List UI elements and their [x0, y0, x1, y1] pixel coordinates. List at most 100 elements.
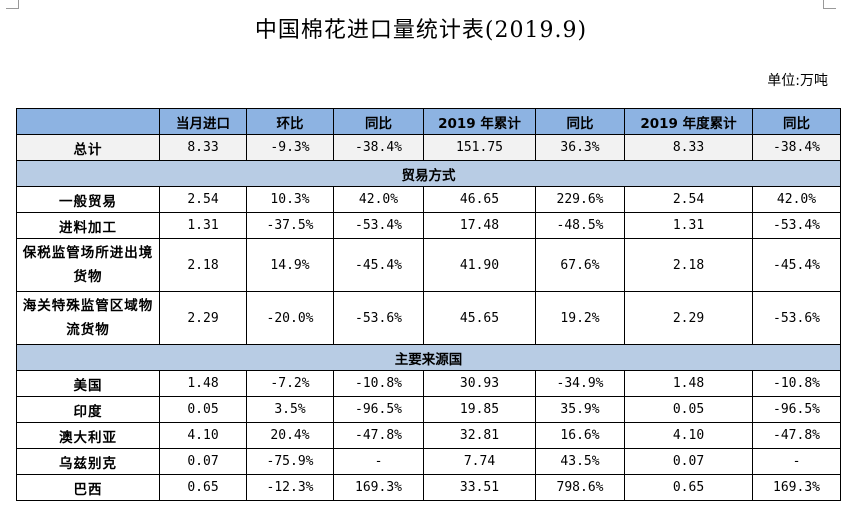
- table-cell: -75.9%: [246, 448, 334, 475]
- table-cell: -53.6%: [333, 291, 424, 345]
- table-cell: -96.5%: [752, 396, 841, 423]
- table-cell: 19.85: [423, 396, 536, 423]
- table-cell: 45.65: [423, 291, 536, 345]
- page-corner-mark-right: [823, 0, 836, 9]
- table-cell: -53.6%: [752, 291, 841, 345]
- table-cell: 42.0%: [333, 186, 424, 213]
- section-header-row: 贸易方式: [16, 160, 841, 187]
- row-label: 美国: [16, 370, 160, 397]
- column-header: 环比: [246, 108, 334, 135]
- page-title: 中国棉花进口量统计表(2019.9): [254, 18, 588, 43]
- table-cell: 20.4%: [246, 422, 334, 449]
- table-row: 美国 1.48 -7.2% -10.8% 30.93 -34.9% 1.48 -10.8%: [16, 370, 841, 397]
- table-cell: 17.48: [423, 212, 536, 239]
- table-cell: -53.4%: [752, 212, 841, 239]
- table-cell: 1.48: [624, 370, 753, 397]
- table-cell: 1.48: [159, 370, 247, 397]
- table-cell: 2.29: [624, 291, 753, 345]
- table-cell: 35.9%: [535, 396, 625, 423]
- table-cell: -48.5%: [535, 212, 625, 239]
- table-cell: 4.10: [159, 422, 247, 449]
- table-row: 进料加工 1.31 -37.5% -53.4% 17.48 -48.5% 1.31 -53.4…: [16, 212, 841, 239]
- row-label-total: 总计: [16, 134, 160, 161]
- table-cell: -38.4%: [333, 134, 424, 161]
- column-header: 同比: [752, 108, 841, 135]
- column-header: [16, 108, 160, 135]
- table-cell: 67.6%: [535, 238, 625, 292]
- table-cell: 41.90: [423, 238, 536, 292]
- table-cell: 43.5%: [535, 448, 625, 475]
- table-cell: -38.4%: [752, 134, 841, 161]
- cotton-import-table: 当月进口 环比 同比 2019 年累计 同比 2019 年度累计 同比 总计 8.…: [16, 108, 841, 501]
- table-cell: 169.3%: [333, 474, 424, 501]
- column-header: 2019 年累计: [423, 108, 536, 135]
- table-cell: -37.5%: [246, 212, 334, 239]
- section-title: 贸易方式: [16, 160, 841, 187]
- table-cell: 8.33: [624, 134, 753, 161]
- table-cell: 0.65: [159, 474, 247, 501]
- table-cell: 1.31: [624, 212, 753, 239]
- table-cell: 0.07: [624, 448, 753, 475]
- table-cell: 14.9%: [246, 238, 334, 292]
- unit-label: 单位:万吨: [767, 73, 828, 89]
- row-label: 进料加工: [16, 212, 160, 239]
- table-cell: 798.6%: [535, 474, 625, 501]
- table-cell: -47.8%: [333, 422, 424, 449]
- table-cell: -53.4%: [333, 212, 424, 239]
- table-row: 巴西 0.65 -12.3% 169.3% 33.51 798.6% 0.65 169.3%: [16, 474, 841, 501]
- table-cell: -45.4%: [752, 238, 841, 292]
- table-cell: 42.0%: [752, 186, 841, 213]
- table-cell: -10.8%: [752, 370, 841, 397]
- row-label: 一般贸易: [16, 186, 160, 213]
- table-cell: 2.54: [159, 186, 247, 213]
- table-row: 一般贸易 2.54 10.3% 42.0% 46.65 229.6% 2.54 42.0%: [16, 186, 841, 213]
- column-header: 2019 年度累计: [624, 108, 753, 135]
- table-cell: 32.81: [423, 422, 536, 449]
- table-cell: 30.93: [423, 370, 536, 397]
- total-row: 总计 8.33 -9.3% -38.4% 151.75 36.3% 8.33 -38.4%: [16, 134, 841, 161]
- table-cell: 36.3%: [535, 134, 625, 161]
- row-label: 澳大利亚: [16, 422, 160, 449]
- table-cell: 0.65: [624, 474, 753, 501]
- table-cell: 46.65: [423, 186, 536, 213]
- table-cell: 10.3%: [246, 186, 334, 213]
- table-cell: -45.4%: [333, 238, 424, 292]
- table-cell: -10.8%: [333, 370, 424, 397]
- row-label: 巴西: [16, 474, 160, 501]
- table-cell: -34.9%: [535, 370, 625, 397]
- table-row: 海关特殊监管区域物流货物 2.29 -20.0% -53.6% 45.65 19.2% 2.…: [16, 291, 841, 345]
- table-row: 印度 0.05 3.5% -96.5% 19.85 35.9% 0.05 -96.5%: [16, 396, 841, 423]
- section-header-row: 主要来源国: [16, 344, 841, 371]
- table-cell: 2.54: [624, 186, 753, 213]
- table-body: 总计 8.33 -9.3% -38.4% 151.75 36.3% 8.33 -38.4% 贸易…: [16, 134, 841, 501]
- column-header: 同比: [535, 108, 625, 135]
- table-cell: 151.75: [423, 134, 536, 161]
- table-cell: 33.51: [423, 474, 536, 501]
- table-cell: 2.18: [159, 238, 247, 292]
- table-row: 乌兹别克 0.07 -75.9% -7.74 43.5% 0.07-: [16, 448, 841, 475]
- table-cell: 3.5%: [246, 396, 334, 423]
- table-cell: 229.6%: [535, 186, 625, 213]
- table-cell: -47.8%: [752, 422, 841, 449]
- table-cell: 1.31: [159, 212, 247, 239]
- table-cell: 0.05: [159, 396, 247, 423]
- table-row: 保税监管场所进出境货物 2.18 14.9% -45.4% 41.90 67.6% 2.18…: [16, 238, 841, 292]
- table-cell: 4.10: [624, 422, 753, 449]
- row-label: 乌兹别克: [16, 448, 160, 475]
- table-cell: -: [752, 448, 841, 475]
- page-corner-mark-left: [6, 0, 19, 9]
- row-label: 保税监管场所进出境货物: [16, 238, 160, 292]
- table-cell: 19.2%: [535, 291, 625, 345]
- table-cell: 7.74: [423, 448, 536, 475]
- column-header: 同比: [333, 108, 424, 135]
- table-cell: 16.6%: [535, 422, 625, 449]
- table-cell: 8.33: [159, 134, 247, 161]
- row-label: 海关特殊监管区域物流货物: [16, 291, 160, 345]
- table-cell: 0.05: [624, 396, 753, 423]
- table-cell: -20.0%: [246, 291, 334, 345]
- table-cell: -: [333, 448, 424, 475]
- table-cell: 169.3%: [752, 474, 841, 501]
- table-cell: -9.3%: [246, 134, 334, 161]
- table-cell: -96.5%: [333, 396, 424, 423]
- table-cell: 2.18: [624, 238, 753, 292]
